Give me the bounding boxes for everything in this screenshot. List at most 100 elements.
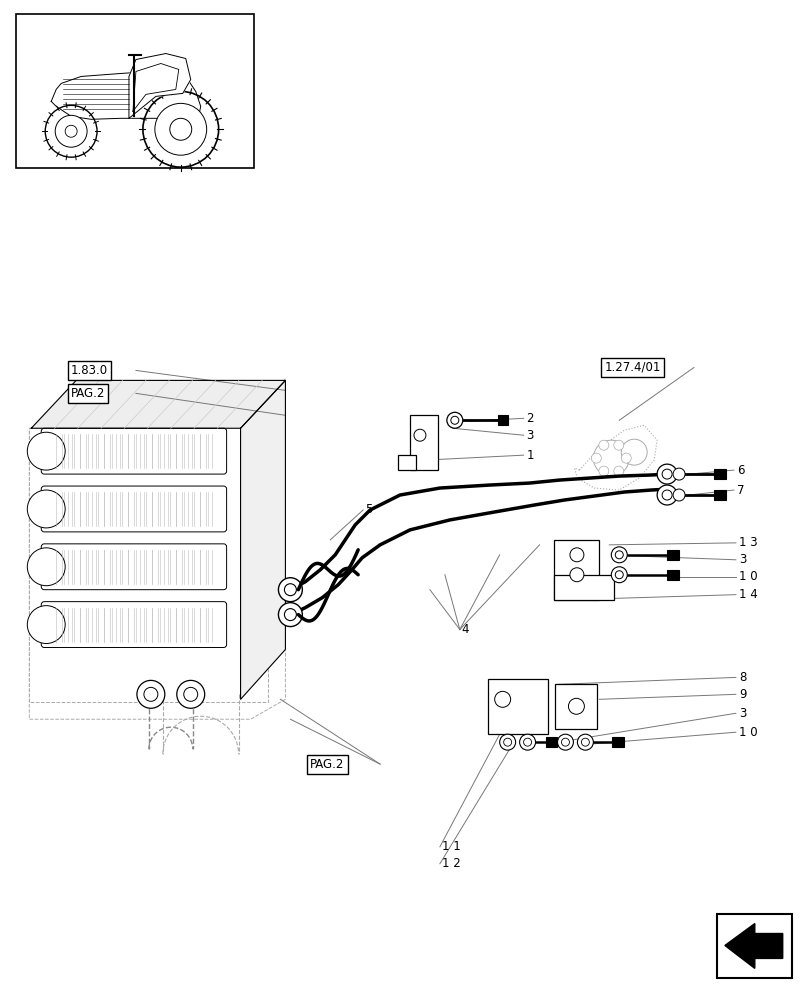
Circle shape: [613, 440, 623, 450]
Circle shape: [144, 687, 157, 701]
Bar: [554, 575, 614, 600]
Bar: [487, 679, 547, 734]
Circle shape: [446, 412, 462, 428]
Circle shape: [523, 738, 531, 746]
Circle shape: [568, 698, 584, 714]
Circle shape: [28, 432, 65, 470]
Circle shape: [45, 105, 97, 157]
Circle shape: [137, 680, 165, 708]
Polygon shape: [43, 488, 225, 530]
Circle shape: [503, 738, 511, 746]
Bar: [667, 550, 678, 560]
Circle shape: [598, 466, 608, 476]
Circle shape: [557, 734, 573, 750]
Polygon shape: [129, 54, 191, 118]
Circle shape: [28, 606, 65, 644]
Text: 1 1: 1 1: [441, 840, 460, 853]
Circle shape: [620, 439, 646, 465]
Text: 8: 8: [738, 671, 745, 684]
FancyBboxPatch shape: [41, 428, 226, 474]
Text: 3: 3: [738, 553, 745, 566]
Text: 3: 3: [526, 429, 534, 442]
Circle shape: [656, 464, 676, 484]
Circle shape: [143, 91, 218, 167]
Circle shape: [177, 680, 204, 708]
Text: 1 3: 1 3: [738, 536, 757, 549]
Polygon shape: [43, 546, 225, 588]
Text: PAG.2: PAG.2: [71, 387, 105, 400]
FancyBboxPatch shape: [41, 602, 226, 647]
Text: 4: 4: [461, 623, 469, 636]
Bar: [554, 540, 599, 600]
Polygon shape: [240, 380, 285, 699]
Circle shape: [499, 734, 515, 750]
Circle shape: [494, 691, 510, 707]
Circle shape: [620, 453, 630, 463]
Text: 9: 9: [738, 688, 745, 701]
FancyBboxPatch shape: [41, 544, 226, 590]
Text: 1.83.0: 1.83.0: [71, 364, 108, 377]
Circle shape: [519, 734, 535, 750]
Text: 6: 6: [736, 464, 744, 477]
Circle shape: [615, 551, 623, 559]
Text: 1 4: 1 4: [738, 588, 757, 601]
Circle shape: [169, 118, 191, 140]
Text: 1.27.4/01: 1.27.4/01: [603, 361, 660, 374]
Circle shape: [55, 115, 87, 147]
Circle shape: [65, 125, 77, 137]
Polygon shape: [724, 924, 782, 968]
Bar: [410, 415, 437, 470]
Circle shape: [615, 571, 623, 579]
Circle shape: [611, 547, 626, 563]
Polygon shape: [32, 380, 285, 428]
Bar: [397, 455, 415, 470]
Circle shape: [590, 453, 601, 463]
Circle shape: [661, 490, 672, 500]
Circle shape: [598, 440, 608, 450]
Circle shape: [284, 584, 296, 596]
Circle shape: [28, 490, 65, 528]
Circle shape: [278, 578, 302, 602]
Circle shape: [560, 738, 569, 746]
Bar: [16, 14, 253, 168]
Text: 7: 7: [736, 484, 744, 497]
Circle shape: [581, 738, 589, 746]
Text: PAG.2: PAG.2: [310, 758, 345, 771]
Polygon shape: [51, 71, 200, 119]
Circle shape: [278, 603, 302, 627]
Circle shape: [656, 485, 676, 505]
Circle shape: [183, 687, 197, 701]
Bar: [713, 469, 725, 479]
Circle shape: [672, 468, 684, 480]
Text: 1 2: 1 2: [441, 857, 460, 870]
Circle shape: [593, 440, 629, 476]
Bar: [667, 570, 678, 580]
Bar: [497, 415, 507, 425]
Circle shape: [611, 567, 626, 583]
Text: 5: 5: [365, 503, 372, 516]
Circle shape: [569, 568, 583, 582]
Circle shape: [450, 416, 458, 424]
Circle shape: [284, 609, 296, 621]
Circle shape: [155, 103, 207, 155]
Text: 1: 1: [526, 449, 534, 462]
Circle shape: [672, 489, 684, 501]
Polygon shape: [43, 430, 225, 472]
Bar: [555, 684, 597, 729]
FancyBboxPatch shape: [41, 486, 226, 532]
Text: 2: 2: [526, 412, 534, 425]
Circle shape: [613, 466, 623, 476]
Circle shape: [569, 548, 583, 562]
Circle shape: [661, 469, 672, 479]
Text: 1 0: 1 0: [738, 726, 757, 739]
Circle shape: [414, 429, 426, 441]
Circle shape: [577, 734, 593, 750]
Bar: [713, 490, 725, 500]
Text: 1 0: 1 0: [738, 570, 757, 583]
Circle shape: [28, 548, 65, 586]
Bar: [716, 914, 791, 978]
Bar: [545, 737, 557, 747]
Bar: [611, 737, 624, 747]
Text: 3: 3: [738, 707, 745, 720]
Polygon shape: [43, 604, 225, 646]
